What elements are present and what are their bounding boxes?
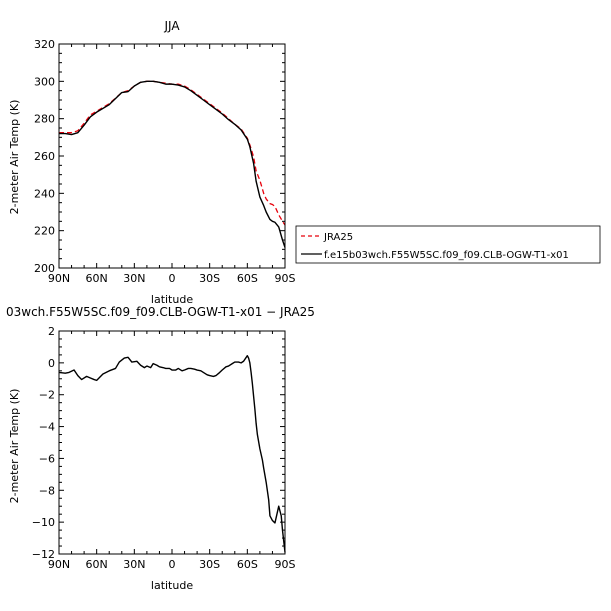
bottom-y-tick-label: 0	[48, 357, 55, 370]
top-x-tick-label: 0	[169, 272, 176, 285]
bottom-panel: 03wch.F55W5SC.f09_f09.CLB-OGW-T1-x01 − J…	[6, 305, 315, 592]
top-series-layer	[59, 80, 286, 248]
top-x-tick-label: 30S	[199, 272, 220, 285]
top-x-tick-label: 60N	[86, 272, 108, 285]
bottom-x-tick-label: 30S	[199, 558, 220, 571]
bottom-x-tick-label: 0	[169, 558, 176, 571]
bottom-y-tick-label: 2	[48, 325, 55, 338]
bottom-y-tick-label: −12	[32, 548, 55, 561]
legend-label-model: f.e15b03wch.F55W5SC.f09_f09.CLB-OGW-T1-x…	[324, 250, 569, 261]
top-y-axis-label: 2-meter Air Temp (K)	[8, 100, 21, 215]
top-x-tick-label: 30N	[123, 272, 145, 285]
bottom-x-tick-label: 60N	[86, 558, 108, 571]
top-x-tick-label: 90N	[48, 272, 70, 285]
bottom-series-line-0	[58, 354, 286, 553]
bottom-y-tick-label: −2	[39, 389, 55, 402]
bottom-plot-frame	[58, 330, 286, 555]
bottom-panel-title: 03wch.F55W5SC.f09_f09.CLB-OGW-T1-x01 − J…	[6, 305, 315, 319]
top-panel: JJA 90N 60N 30N 0 30S 60S 90S 200 220 240 260 280 30…	[8, 19, 296, 306]
top-series-line-0	[59, 80, 286, 226]
top-x-tick-label: 90S	[275, 272, 296, 285]
bottom-axes: 90N 60N 30N 0 30S 60S 90S −12 −10 −8 −6 −4 −2 0 2	[32, 325, 296, 571]
legend-label-jra25: JRA25	[323, 232, 353, 243]
bottom-x-tick-label: 90S	[275, 558, 296, 571]
top-plot-frame	[58, 43, 286, 269]
bottom-y-axis-label: 2-meter Air Temp (K)	[8, 389, 21, 504]
top-y-tick-label: 280	[34, 113, 55, 126]
top-y-tick-label: 220	[34, 225, 55, 238]
top-y-tick-label: 300	[34, 75, 55, 88]
bottom-x-axis-label: latitude	[151, 579, 193, 592]
top-panel-title: JJA	[163, 19, 180, 33]
top-x-tick-label: 60S	[237, 272, 258, 285]
top-x-axis-label: latitude	[151, 293, 193, 306]
top-y-tick-label: 200	[34, 262, 55, 275]
legend: JRA25 f.e15b03wch.F55W5SC.f09_f09.CLB-OG…	[295, 225, 601, 264]
bottom-y-tick-label: −6	[39, 452, 55, 465]
bottom-x-tick-label: 30N	[123, 558, 145, 571]
bottom-y-tick-label: −4	[39, 421, 55, 434]
bottom-x-tick-label: 90N	[48, 558, 70, 571]
bottom-series-layer	[58, 354, 286, 553]
bottom-y-tick-label: −8	[39, 484, 55, 497]
legend-box	[295, 225, 601, 264]
top-y-tick-label: 260	[34, 150, 55, 163]
top-y-tick-label: 240	[34, 187, 55, 200]
top-axes: 90N 60N 30N 0 30S 60S 90S 200 220 240 260 280 300 320	[34, 38, 296, 285]
bottom-x-tick-label: 60S	[237, 558, 258, 571]
top-series-line-1	[59, 80, 286, 248]
bottom-y-tick-label: −10	[32, 516, 55, 529]
top-y-tick-label: 320	[34, 38, 55, 51]
